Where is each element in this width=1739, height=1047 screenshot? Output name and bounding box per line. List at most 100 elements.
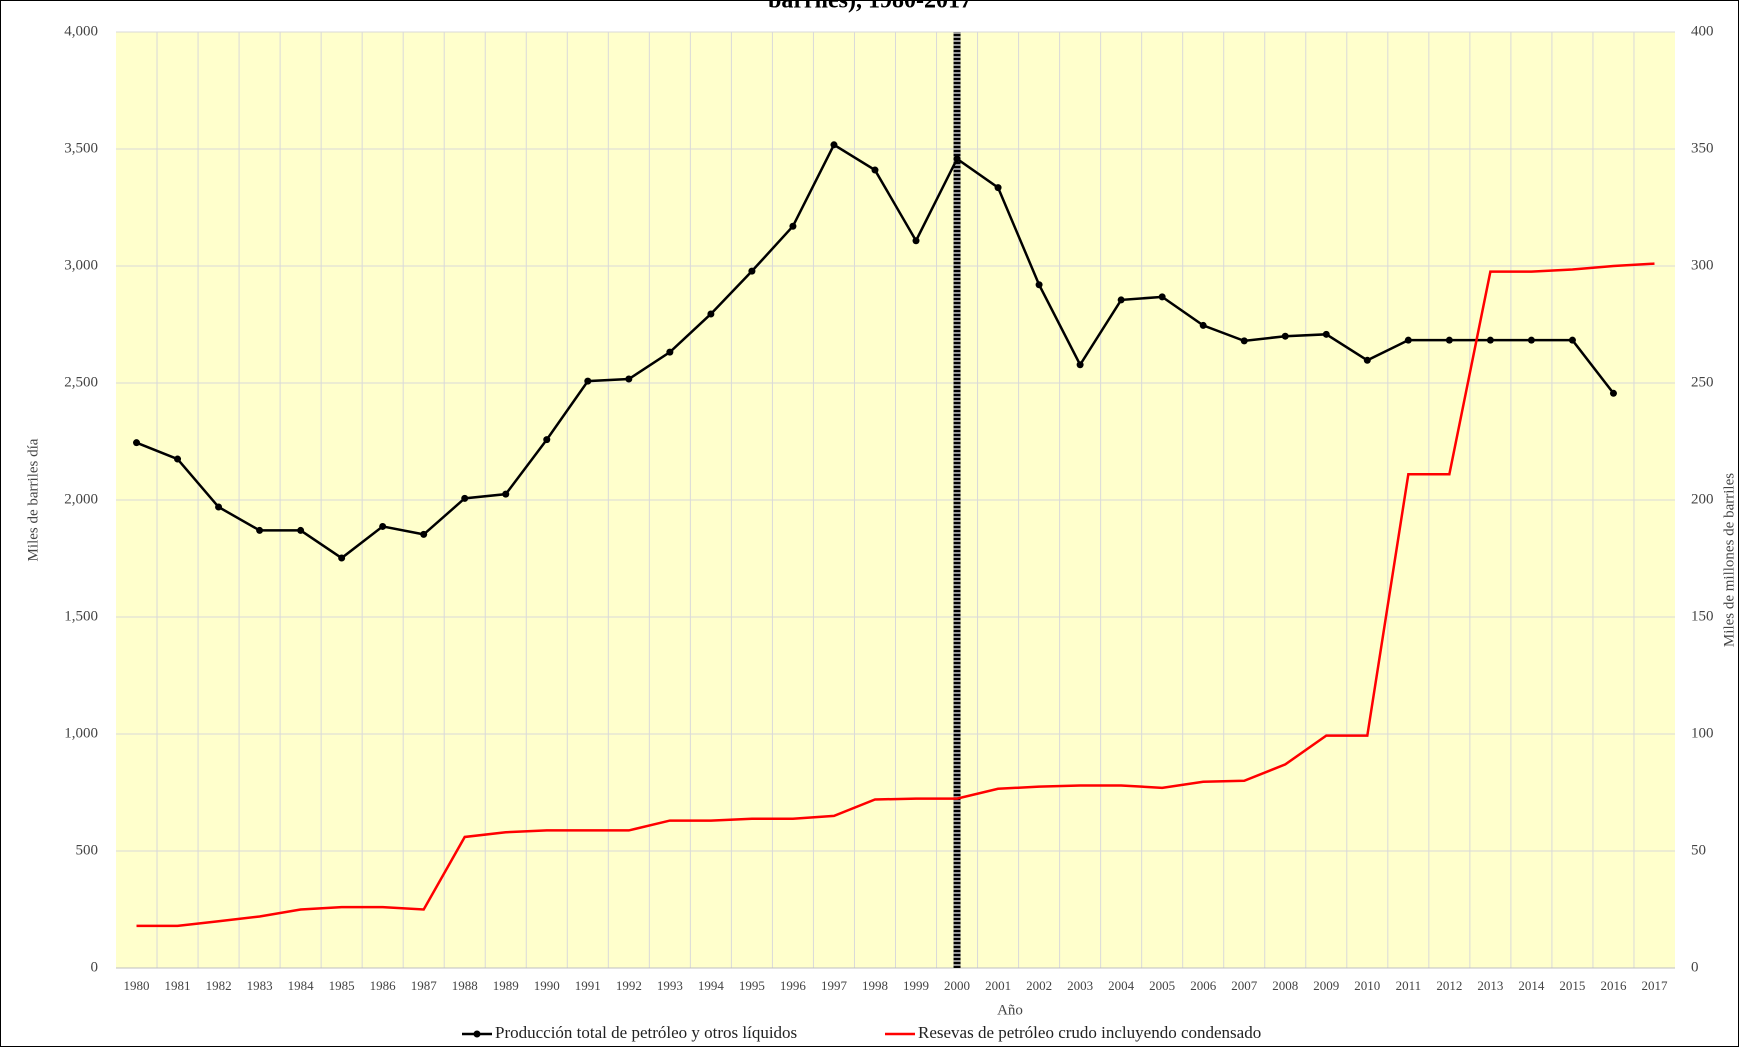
x-tick-label: 2003 bbox=[1067, 978, 1093, 993]
point bbox=[297, 526, 305, 534]
y-tick-label: 2,000 bbox=[64, 491, 98, 507]
x-tick-label: 1993 bbox=[657, 978, 683, 993]
x-tick-label: 1987 bbox=[411, 978, 438, 993]
y-tick-label: 1,500 bbox=[64, 608, 98, 624]
x-tick-label: 2012 bbox=[1436, 978, 1462, 993]
x-tick-label: 2010 bbox=[1354, 978, 1380, 993]
x-tick-label: 2006 bbox=[1190, 978, 1217, 993]
chart-title: barriles), 1980-2017 bbox=[768, 0, 972, 14]
point bbox=[625, 375, 633, 383]
point bbox=[174, 455, 182, 463]
y2-tick-label: 400 bbox=[1691, 23, 1714, 39]
point bbox=[1199, 321, 1207, 329]
x-tick-label: 2011 bbox=[1396, 978, 1422, 993]
point bbox=[1076, 361, 1084, 369]
point bbox=[420, 530, 428, 538]
point bbox=[338, 554, 346, 562]
point bbox=[1609, 389, 1617, 397]
y-tick-label: 2,500 bbox=[64, 374, 98, 390]
point bbox=[1568, 336, 1576, 344]
point bbox=[912, 237, 920, 245]
y2-tick-label: 350 bbox=[1691, 140, 1714, 156]
y-tick-label: 4,000 bbox=[64, 23, 98, 39]
x-tick-label: 1994 bbox=[698, 978, 725, 993]
y2-tick-label: 0 bbox=[1691, 959, 1699, 975]
x-tick-label: 2013 bbox=[1477, 978, 1503, 993]
x-tick-label: 1995 bbox=[739, 978, 765, 993]
x-tick-label: 1990 bbox=[534, 978, 560, 993]
point bbox=[584, 377, 592, 385]
point bbox=[994, 184, 1002, 192]
point bbox=[707, 310, 715, 318]
point bbox=[666, 348, 674, 356]
x-tick-label: 2005 bbox=[1149, 978, 1175, 993]
point bbox=[1445, 336, 1453, 344]
y2-axis-title: Miles de millones de barriles bbox=[1721, 473, 1737, 647]
x-axis-title: Año bbox=[997, 1002, 1023, 1018]
y-tick-label: 1,000 bbox=[64, 725, 98, 741]
x-tick-label: 1992 bbox=[616, 978, 642, 993]
point bbox=[1240, 337, 1248, 345]
x-tick-label: 2017 bbox=[1641, 978, 1668, 993]
x-tick-label: 2014 bbox=[1518, 978, 1545, 993]
point bbox=[461, 494, 469, 502]
x-tick-label: 1982 bbox=[206, 978, 232, 993]
x-tick-label: 1983 bbox=[247, 978, 273, 993]
y2-tick-label: 200 bbox=[1691, 491, 1714, 507]
point bbox=[215, 503, 223, 511]
x-tick-label: 1996 bbox=[780, 978, 807, 993]
point bbox=[502, 490, 510, 498]
x-tick-label: 1998 bbox=[862, 978, 888, 993]
point bbox=[1158, 293, 1166, 301]
y-tick-label: 500 bbox=[76, 842, 99, 858]
x-tick-label: 1986 bbox=[370, 978, 397, 993]
y2-tick-label: 100 bbox=[1691, 725, 1714, 741]
x-tick-label: 1991 bbox=[575, 978, 601, 993]
point bbox=[543, 436, 551, 444]
point bbox=[1404, 336, 1412, 344]
point bbox=[1322, 330, 1330, 338]
x-tick-label: 2002 bbox=[1026, 978, 1052, 993]
point bbox=[256, 526, 264, 534]
y2-tick-label: 300 bbox=[1691, 257, 1714, 273]
x-tick-label: 2009 bbox=[1313, 978, 1339, 993]
point bbox=[1486, 336, 1494, 344]
x-tick-label: 1981 bbox=[165, 978, 191, 993]
y2-tick-label: 250 bbox=[1691, 374, 1714, 390]
point bbox=[1363, 356, 1371, 364]
series-line bbox=[136, 262, 1655, 928]
x-tick-label: 1985 bbox=[329, 978, 355, 993]
point bbox=[133, 439, 141, 447]
x-tick-label: 2001 bbox=[985, 978, 1011, 993]
point bbox=[953, 155, 961, 163]
legend-marker bbox=[473, 1030, 481, 1038]
x-tick-label: 1980 bbox=[124, 978, 150, 993]
x-tick-label: 1989 bbox=[493, 978, 519, 993]
x-tick-label: 2004 bbox=[1108, 978, 1135, 993]
x-tick-label: 2008 bbox=[1272, 978, 1298, 993]
y-tick-label: 3,000 bbox=[64, 257, 98, 273]
point bbox=[1117, 296, 1125, 304]
point bbox=[1035, 281, 1043, 289]
x-tick-label: 2000 bbox=[944, 978, 970, 993]
legend-label: Producción total de petróleo y otros líq… bbox=[495, 1023, 797, 1042]
point bbox=[830, 141, 838, 149]
y2-tick-label: 150 bbox=[1691, 608, 1714, 624]
point bbox=[789, 222, 797, 230]
y-tick-label: 3,500 bbox=[64, 140, 98, 156]
x-tick-label: 1997 bbox=[821, 978, 848, 993]
x-tick-label: 1984 bbox=[288, 978, 315, 993]
y2-tick-label: 50 bbox=[1691, 842, 1706, 858]
x-tick-label: 2015 bbox=[1559, 978, 1585, 993]
point bbox=[1281, 332, 1289, 340]
x-tick-label: 1988 bbox=[452, 978, 478, 993]
point bbox=[748, 267, 756, 275]
y-axis-title: Miles de barriles día bbox=[25, 438, 41, 561]
x-tick-label: 1999 bbox=[903, 978, 929, 993]
point bbox=[1527, 336, 1535, 344]
x-tick-label: 2016 bbox=[1600, 978, 1627, 993]
legend-label: Resevas de petróleo crudo incluyendo con… bbox=[918, 1023, 1261, 1042]
point bbox=[379, 522, 387, 530]
point bbox=[871, 166, 879, 174]
